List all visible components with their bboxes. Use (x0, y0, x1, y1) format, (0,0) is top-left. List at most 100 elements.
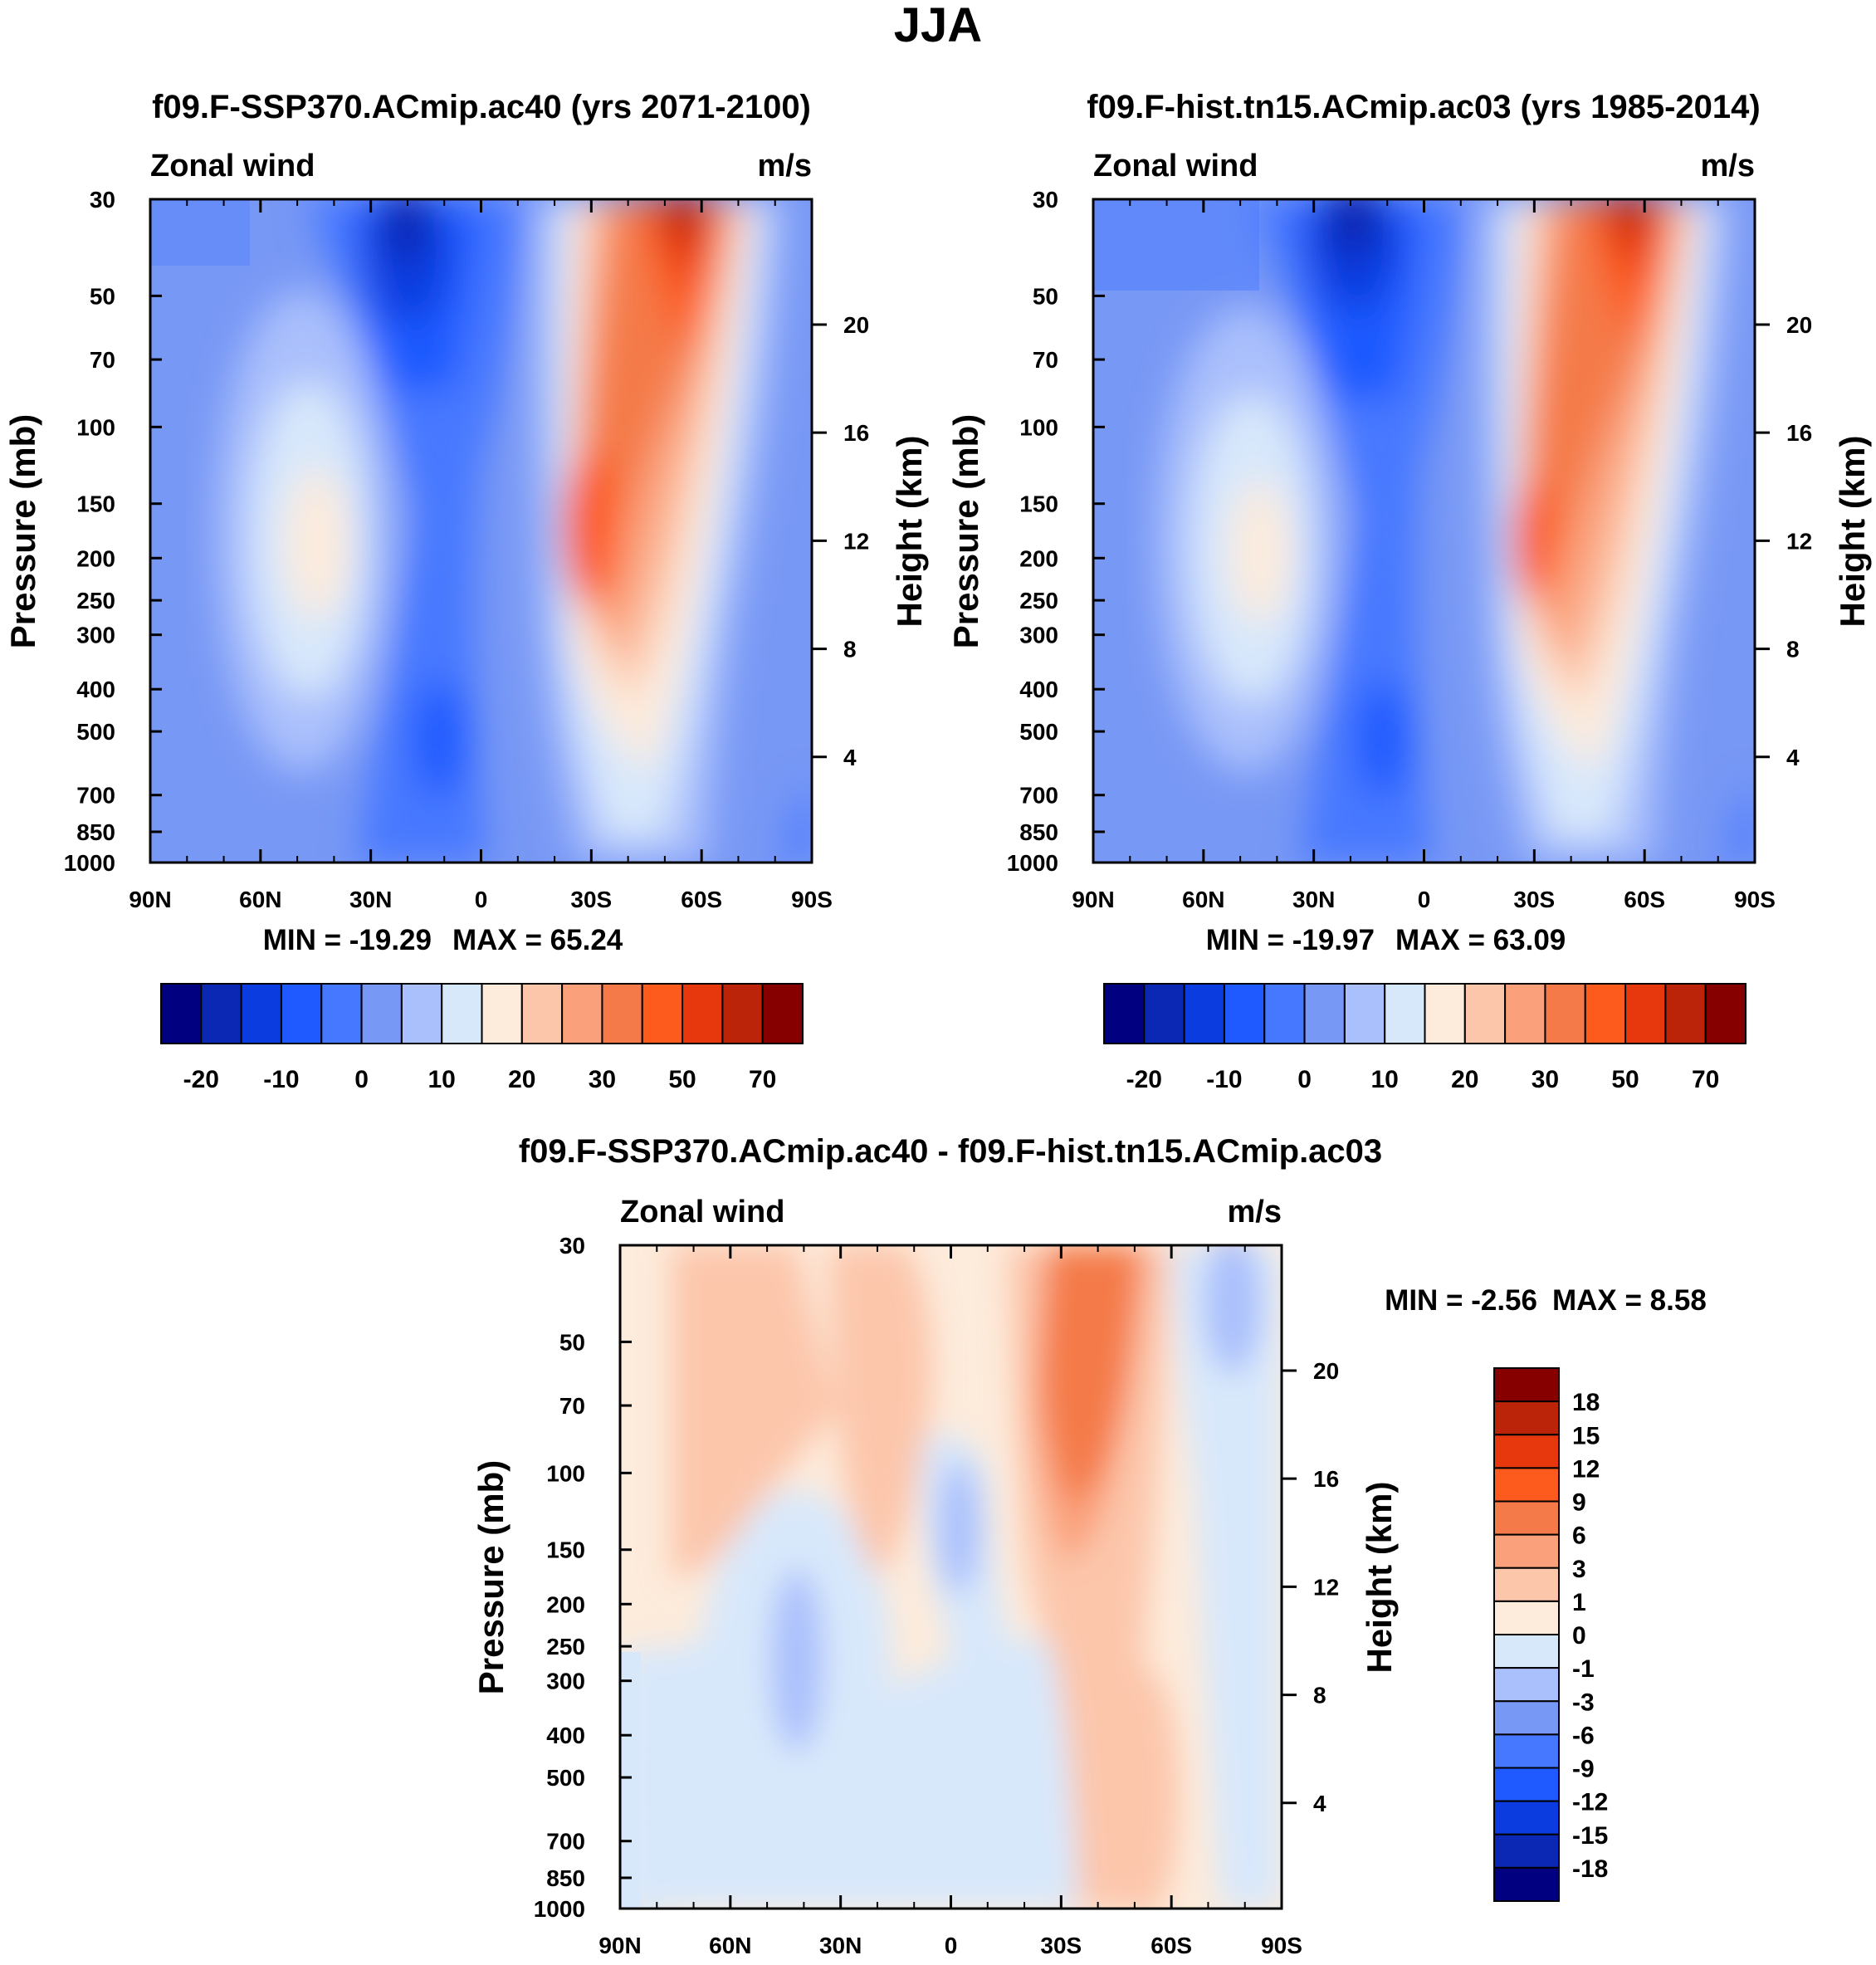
y2-tick-label: 12 (843, 528, 869, 554)
y-tick-label: 50 (90, 283, 115, 309)
colorbar: -20 -10 0 10 20 30 50 70 (160, 983, 804, 1093)
y2-tick-label: 12 (1313, 1574, 1339, 1600)
x-tick-label: 60S (681, 887, 722, 912)
colorbar-swatch (1183, 983, 1225, 1044)
y-tick-label: 100 (76, 414, 115, 440)
contour-nh-westerly-core (1230, 481, 1290, 623)
x-tick-label: 90S (1734, 887, 1776, 912)
colorbar-label: -1 (1572, 1655, 1595, 1683)
colorbar-swatch (1664, 983, 1707, 1044)
panel-historical: f09.F-hist.tn15.ACmip.ac03 (yrs 1985-201… (946, 89, 1872, 1093)
colorbar-label: 20 (1451, 1066, 1478, 1093)
panel-title: f09.F-SSP370.ACmip.ac40 (yrs 2071-2100) (152, 89, 811, 125)
y-tick-label: 850 (1019, 819, 1058, 845)
colorbar-swatch (1544, 983, 1586, 1044)
x-tick-label: 30N (1292, 887, 1335, 912)
contour-sh-upper-core (1042, 1245, 1141, 1503)
min-label: MIN = -19.97 (1206, 924, 1375, 956)
y-tick-label: 500 (546, 1765, 585, 1791)
contour-tropical-core (937, 1461, 980, 1594)
y2-tick-label: 16 (843, 420, 869, 446)
contour-easterly-core (382, 199, 432, 262)
y2-tick-label: 16 (1313, 1466, 1339, 1492)
y-tick-label: 150 (76, 491, 115, 517)
y-tick-label: 700 (76, 783, 115, 809)
panel-title: f09.F-hist.tn15.ACmip.ac03 (yrs 1985-201… (1087, 89, 1760, 125)
contour-plot (1093, 199, 1755, 863)
y-tick-label: 150 (1019, 491, 1058, 517)
colorbar-swatch (1463, 983, 1507, 1044)
y-tick-label: 300 (76, 623, 115, 648)
nh-polar-upper-band (150, 199, 250, 266)
y-tick-label: 850 (76, 819, 115, 845)
y-tick-label: 400 (546, 1723, 585, 1748)
colorbar-swatch (320, 983, 363, 1044)
colorbar-label: 70 (1692, 1066, 1719, 1093)
colorbar-swatch (1493, 1634, 1560, 1669)
colorbar-label: 0 (1297, 1066, 1312, 1093)
panel-title: f09.F-SSP370.ACmip.ac40 - f09.F-hist.tn1… (519, 1133, 1382, 1170)
colorbar-label: 0 (1572, 1622, 1586, 1650)
panel-difference: f09.F-SSP370.ACmip.ac40 - f09.F-hist.tn1… (471, 1133, 1707, 1958)
colorbar-swatch (1493, 1500, 1560, 1536)
x-tick-label: 90N (129, 887, 171, 912)
contour-sh-polar-negative (1170, 1245, 1282, 1909)
figure-title: JJA (894, 0, 982, 52)
colorbar-label: 50 (668, 1066, 696, 1093)
colorbar-label: 9 (1572, 1489, 1586, 1517)
colorbar-swatch (520, 983, 564, 1044)
y-tick-label: 300 (1019, 623, 1058, 648)
y2-tick-label: 8 (1786, 637, 1800, 662)
colorbar-swatch (240, 983, 282, 1044)
y2-tick-label: 20 (843, 312, 869, 338)
colorbar-swatch (1493, 1567, 1560, 1602)
variable-label: Zonal wind (150, 149, 315, 183)
colorbar-swatch (1384, 983, 1426, 1044)
x-tick-label: 90N (1072, 887, 1114, 912)
colorbar-swatch (1343, 983, 1386, 1044)
colorbar: -20 -10 0 10 20 30 50 70 (1103, 983, 1747, 1093)
colorbar-swatch (360, 983, 403, 1044)
contour-polar-jet-core (668, 199, 701, 242)
contour-polar-surface-easterly (1727, 780, 1755, 863)
y-axis-label: Pressure (mb) (471, 1460, 511, 1694)
colorbar-swatch (1493, 1700, 1560, 1736)
y-tick-label: 500 (1019, 719, 1058, 745)
y-tick-label: 850 (546, 1865, 585, 1891)
colorbar-label: 18 (1572, 1389, 1600, 1416)
colorbar-swatch (1493, 1367, 1560, 1403)
colorbar: 18 15 12 9 6 3 1 0 -1 -3 -6 -9 -12 -15 -18 (1493, 1367, 1608, 1902)
x-tick-label: 90S (1261, 1933, 1302, 1958)
y-tick-label: 200 (76, 545, 115, 571)
contour-polar-jet-core (1617, 199, 1647, 236)
contour-polar-surface-easterly (784, 780, 812, 863)
y-tick-label: 100 (1019, 414, 1058, 440)
y-tick-label: 250 (1019, 588, 1058, 613)
axes: 305070100150200250300400500700850100090N… (1007, 187, 1812, 912)
colorbar-swatch (200, 983, 242, 1044)
max-label: MAX = 65.24 (452, 924, 623, 956)
colorbar-label: 1 (1572, 1589, 1586, 1616)
y-tick-label: 1000 (1007, 850, 1058, 876)
colorbar-swatch (1493, 1467, 1560, 1503)
colorbar-label: 6 (1572, 1523, 1586, 1550)
contour-nh-westerly-core (286, 469, 349, 618)
contour-subtropical-jet-core (1512, 477, 1556, 602)
y-tick-label: 250 (76, 588, 115, 613)
y-tick-label: 500 (76, 719, 115, 745)
y-tick-label: 400 (1019, 677, 1058, 702)
x-tick-label: 30S (1040, 1933, 1082, 1958)
colorbar-label: -3 (1572, 1689, 1595, 1716)
y2-tick-label: 4 (1313, 1791, 1326, 1816)
colorbar-swatch (1424, 983, 1466, 1044)
colorbar-label: -15 (1572, 1822, 1608, 1850)
colorbar-swatch (1493, 1600, 1560, 1635)
max-label: MAX = 8.58 (1552, 1284, 1707, 1317)
colorbar-swatch (1493, 1800, 1560, 1835)
x-tick-label: 60N (239, 887, 281, 912)
x-tick-label: 90S (791, 887, 833, 912)
y2-tick-label: 4 (1786, 745, 1800, 770)
y-tick-label: 400 (76, 677, 115, 702)
colorbar-swatch (1493, 1733, 1560, 1769)
